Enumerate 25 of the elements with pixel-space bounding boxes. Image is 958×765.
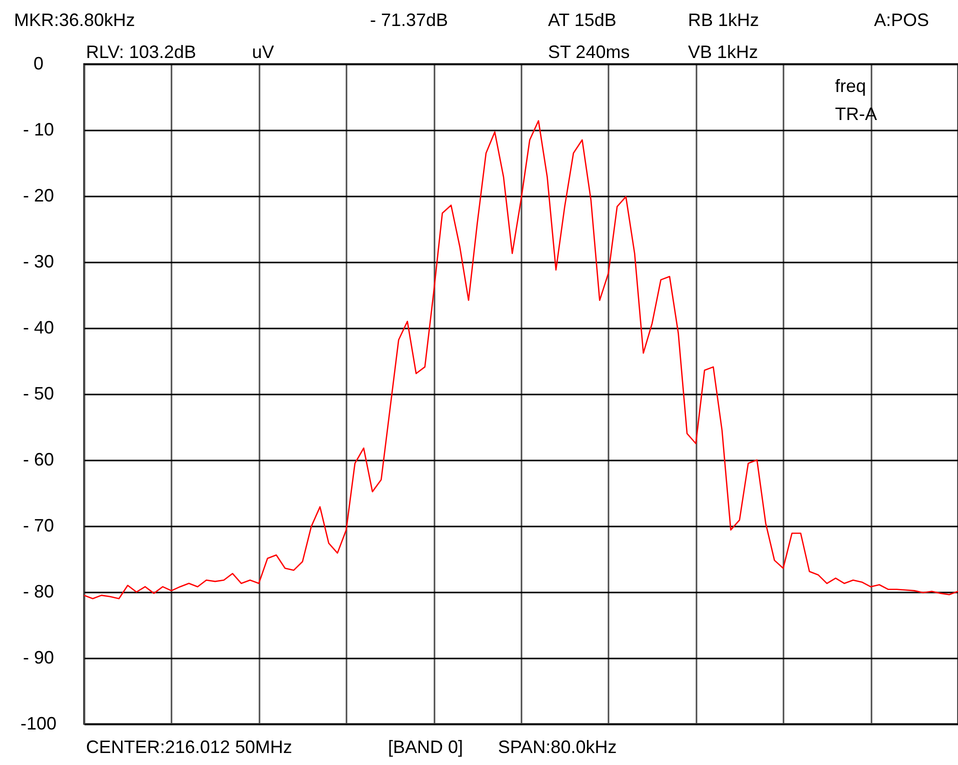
y-tick-label: - 40 xyxy=(22,318,54,338)
y-tick-label: -100 xyxy=(20,714,57,734)
text: VB 1kHz xyxy=(688,42,758,62)
annotation: freq xyxy=(835,76,866,96)
y-tick-label: - 30 xyxy=(22,252,54,272)
text: uV xyxy=(252,42,274,62)
y-tick-label: - 20 xyxy=(22,186,54,206)
text: SPAN:80.0kHz xyxy=(498,737,617,757)
text: RLV: 103.2dB xyxy=(86,42,196,62)
text: MKR:36.80kHz xyxy=(14,10,136,30)
text: [BAND 0] xyxy=(388,737,464,757)
y-tick-label: - 10 xyxy=(22,120,54,140)
text: A:POS xyxy=(874,10,930,30)
y-tick-label: - 80 xyxy=(22,582,54,602)
text: CENTER:216.012 50MHz xyxy=(86,737,292,757)
y-tick-label: 0 xyxy=(33,54,44,74)
text: - 71.37dB xyxy=(370,10,448,30)
text: AT 15dB xyxy=(548,10,616,30)
y-tick-label: - 60 xyxy=(22,450,54,470)
y-tick-label: - 90 xyxy=(22,648,54,668)
text: ST 240ms xyxy=(548,42,630,62)
line-series xyxy=(83,120,958,600)
y-tick-label: - 50 xyxy=(22,384,54,404)
y-tick-label: - 70 xyxy=(22,516,54,536)
text: RB 1kHz xyxy=(688,10,760,30)
